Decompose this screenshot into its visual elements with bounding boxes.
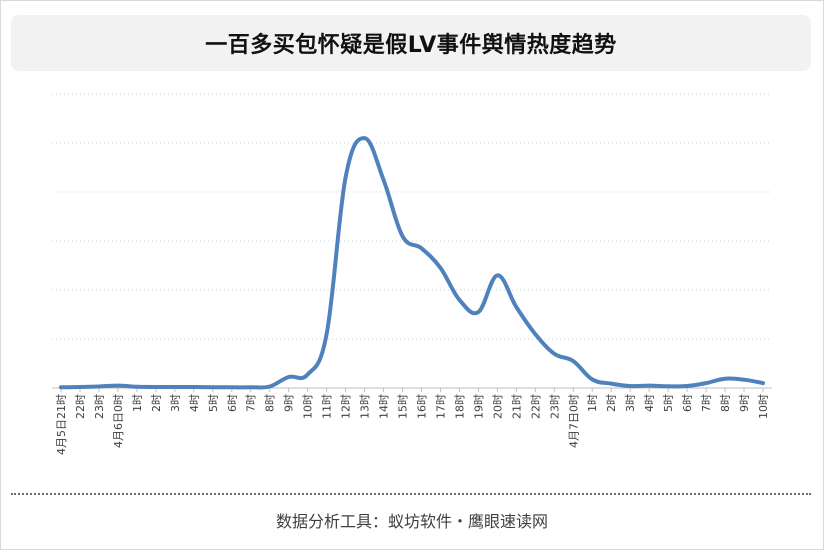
footer-separator [11, 493, 811, 495]
x-tick-label: 23时 [93, 394, 106, 419]
x-tick-label: 7时 [700, 394, 713, 412]
x-tick-label: 8时 [264, 394, 277, 412]
x-tick-label: 9时 [738, 394, 751, 412]
x-tick-label: 1时 [131, 394, 144, 412]
x-tick-label: 11时 [321, 394, 334, 419]
x-tick-label: 5时 [662, 394, 675, 412]
x-tick-label: 21时 [510, 394, 523, 419]
line-chart: 4月5日21时 22时 23时 4月6日0时 1时 2时 3时 4时 5时 6时 7时 8时 9时 10时… [52, 93, 772, 455]
x-tick-label: 4月5日21时 [55, 394, 68, 455]
x-tick-label: 3时 [624, 394, 637, 412]
x-tick-label: 10时 [302, 394, 315, 419]
x-tick-label: 5时 [207, 394, 220, 412]
x-tick-label: 6时 [681, 394, 694, 412]
x-tick-label: 2时 [150, 394, 163, 412]
x-tick-label: 12时 [340, 394, 353, 419]
x-tick-label: 10时 [757, 394, 770, 419]
title-banner: 一百多买包怀疑是假LV事件舆情热度趋势 [11, 15, 811, 71]
x-tick-label: 9时 [283, 394, 296, 412]
x-tick-label: 16时 [416, 394, 429, 419]
x-tick-label: 2时 [605, 394, 618, 412]
source-note: 数据分析工具：蚁坊软件・鹰眼速读网 [275, 512, 548, 531]
x-tick-label: 23时 [548, 394, 561, 419]
x-tick-label: 20时 [491, 394, 504, 419]
x-tick-label: 3时 [169, 394, 182, 412]
x-tick-label: 13时 [359, 394, 372, 419]
x-tick-label: 4时 [643, 394, 656, 412]
chart-title: 一百多买包怀疑是假LV事件舆情热度趋势 [205, 33, 617, 58]
x-tick-label: 22时 [74, 394, 87, 419]
x-tick-label: 1时 [586, 394, 599, 412]
x-tick-label: 4时 [188, 394, 201, 412]
x-tick-label: 18时 [453, 394, 466, 419]
x-tick-label: 6时 [226, 394, 239, 412]
series-line [59, 136, 765, 390]
x-tick-label: 4月7日0时 [567, 394, 580, 448]
x-tick-label: 7时 [245, 394, 258, 412]
x-tick-label: 15时 [397, 394, 410, 419]
x-tick-label: 17时 [435, 394, 448, 419]
x-tick-label: 19时 [472, 394, 485, 419]
x-tick-label: 8时 [719, 394, 732, 412]
x-tick-label: 4月6日0时 [112, 394, 125, 448]
x-tick-label: 14时 [378, 394, 391, 419]
x-tick-label: 22时 [529, 394, 542, 419]
